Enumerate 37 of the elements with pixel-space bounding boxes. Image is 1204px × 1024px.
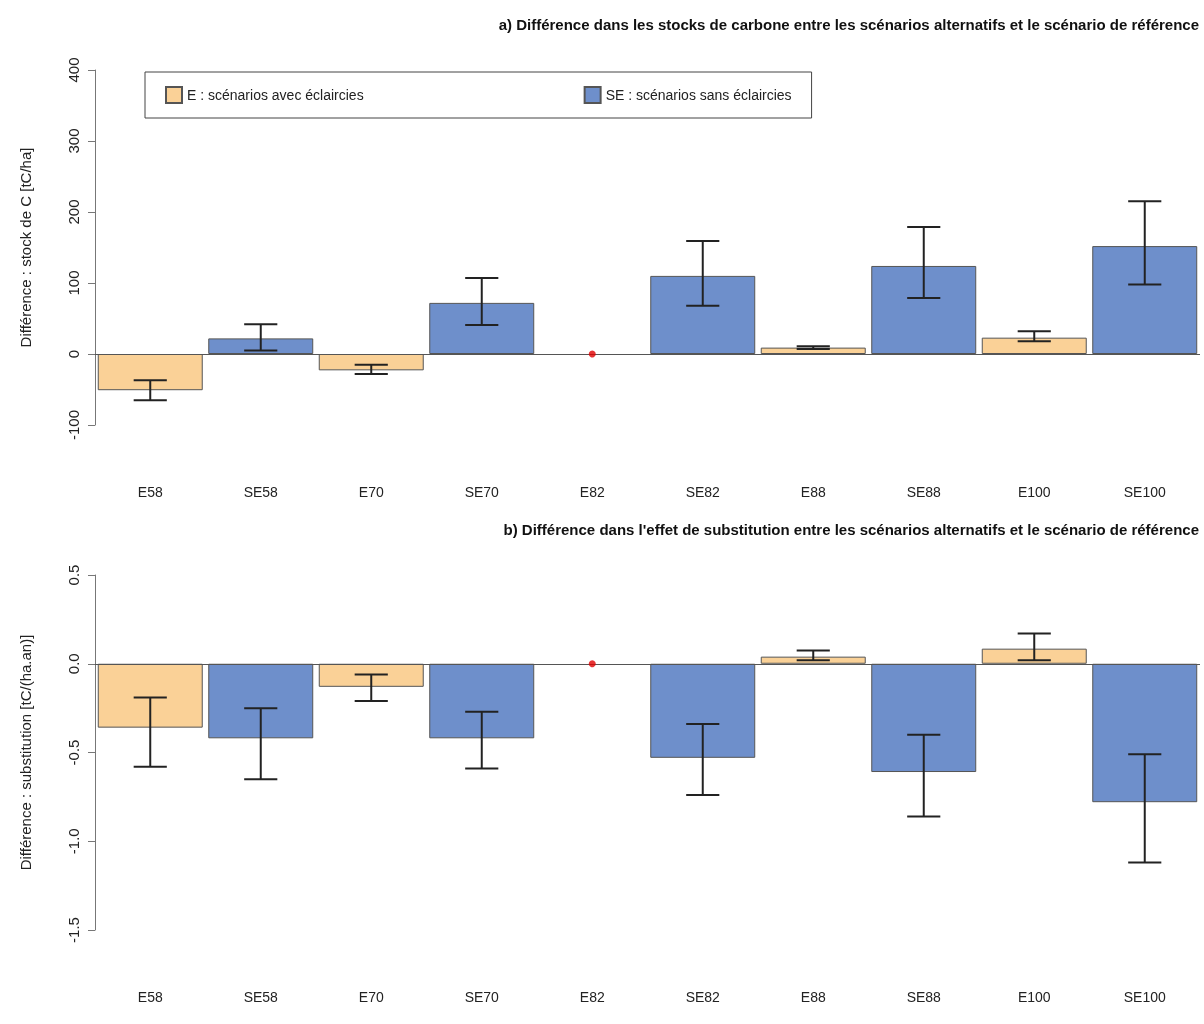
x-tick-label: E100 <box>1017 484 1051 500</box>
x-tick-label: SE88 <box>906 989 942 1005</box>
x-tick-label: SE58 <box>243 989 279 1005</box>
x-tick-label: E100 <box>1017 989 1051 1005</box>
x-tick-label: E58 <box>137 989 163 1005</box>
y-tick-label: -1.5 <box>65 917 82 943</box>
chart-title: b) Différence dans l'effet de substitution entre les scénarios alternatifs et le scénario de référence <box>503 521 1199 538</box>
y-tick-label: 0 <box>65 349 82 359</box>
x-tick-label: SE82 <box>685 484 721 500</box>
x-tick-label: SE88 <box>906 484 942 500</box>
x-tick-label: E70 <box>358 484 384 500</box>
x-tick-label: SE100 <box>1123 989 1166 1005</box>
y-axis-title: Différence : stock de C [tC/ha] <box>17 147 34 348</box>
y-tick-label: 0.5 <box>65 564 82 586</box>
y-tick-label: 200 <box>65 199 82 225</box>
legend-label: E : scénarios avec éclaircies <box>187 87 364 103</box>
x-tick-label: E82 <box>579 989 605 1005</box>
y-tick-label: 100 <box>65 270 82 296</box>
x-tick-label: E82 <box>579 484 605 500</box>
legend-label: SE : scénarios sans éclaircies <box>605 87 792 103</box>
y-tick-label: -0.5 <box>65 739 82 766</box>
y-tick-label: 0.0 <box>65 653 82 675</box>
x-tick-label: SE70 <box>464 484 500 500</box>
y-tick-label: -1.0 <box>65 828 82 855</box>
x-tick-label: E70 <box>358 989 384 1005</box>
y-tick-label: 300 <box>65 128 82 154</box>
y-tick-label: -100 <box>65 409 82 441</box>
y-tick-label: 400 <box>65 57 82 83</box>
x-tick-label: SE82 <box>685 989 721 1005</box>
x-tick-label: SE70 <box>464 989 500 1005</box>
x-tick-label: SE58 <box>243 484 279 500</box>
x-tick-label: E58 <box>137 484 163 500</box>
x-tick-label: SE100 <box>1123 484 1166 500</box>
y-axis-title: Différence : substitution [tC/(ha.an)] <box>17 634 34 871</box>
x-tick-label: E88 <box>800 989 826 1005</box>
x-tick-label: E88 <box>800 484 826 500</box>
chart-title: a) Différence dans les stocks de carbone entre les scénarios alternatifs et le scénario de référence <box>498 16 1199 33</box>
